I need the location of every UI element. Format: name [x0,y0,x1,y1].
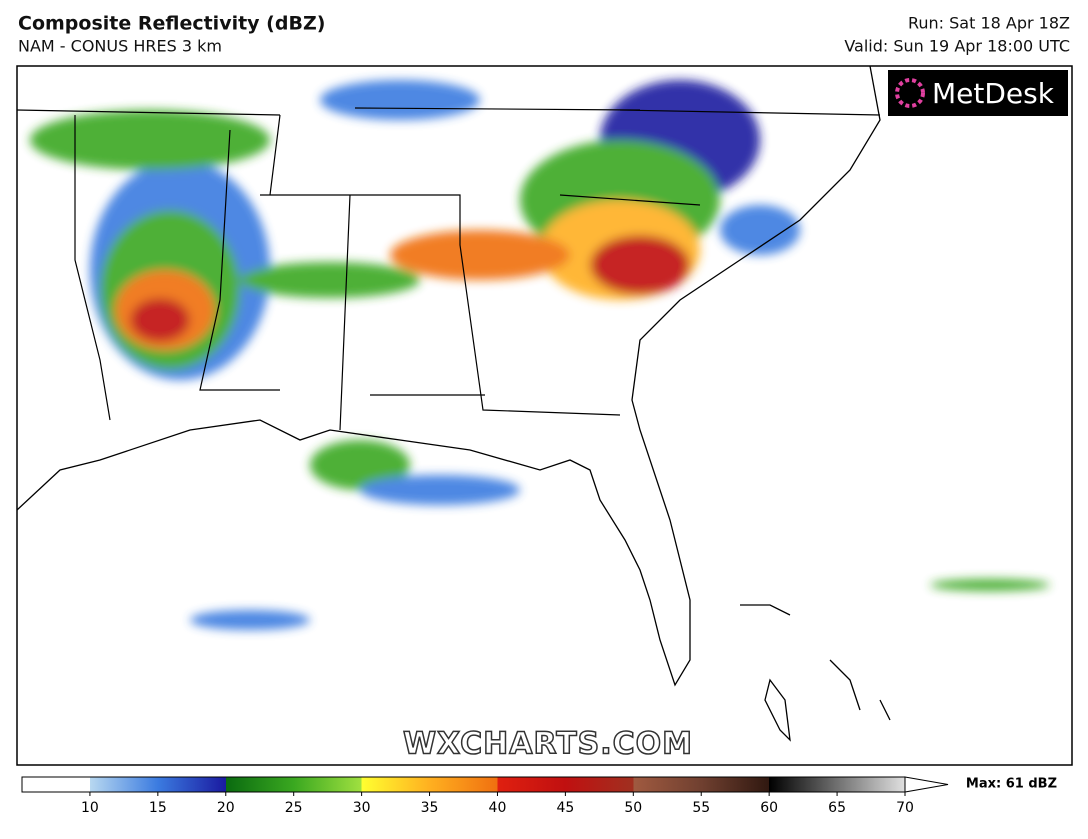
colorbar-tick-label: 25 [285,800,303,816]
max-label: Max: 61 dBZ [966,777,1057,792]
colorbar-tick-label: 45 [556,800,574,816]
map [16,65,1073,766]
subtitle: NAM - CONUS HRES 3 km [18,37,222,56]
watermark: WXCHARTS.COM [403,727,693,762]
colorbar-tick-label: 15 [149,800,167,816]
title: Composite Reflectivity (dBZ) [18,13,325,35]
colorbar-tick-label: 55 [692,800,710,816]
coastline [16,65,891,742]
colorbar: Max: 61 dBZ 10 15 20 25 30 35 40 45 50 55 60 65 70 [21,776,1057,816]
run-time: Run: Sat 18 Apr 18Z [908,14,1070,33]
colorbar-tick-label: 40 [489,800,507,816]
colorbar-tick-label: 35 [421,800,439,816]
colorbar-tick-label: 60 [760,800,778,816]
colorbar-tick-label: 70 [896,800,914,816]
valid-time: Valid: Sun 19 Apr 18:00 UTC [844,37,1070,56]
colorbar-tick-label: 50 [624,800,642,816]
colorbar-tick-label: 65 [828,800,846,816]
colorbar-tick-label: 30 [353,800,371,816]
logo-box: MetDesk [888,70,1068,116]
logo-text: MetDesk [932,77,1055,110]
state-borders [16,107,881,431]
colorbar-tick-label: 20 [217,800,235,816]
colorbar-tick-label: 10 [81,800,99,816]
